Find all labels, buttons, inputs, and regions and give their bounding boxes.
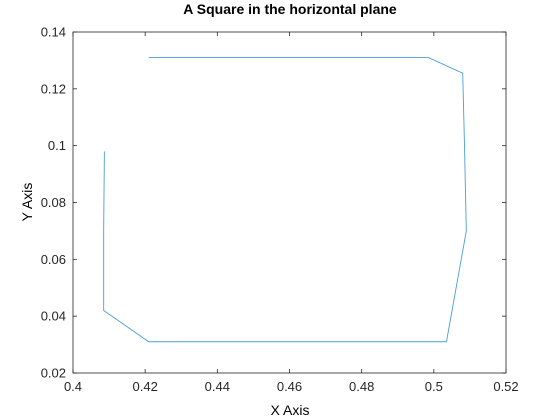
y-tick-label: 0.04 <box>41 309 66 324</box>
y-axis-label: Y Axis <box>19 183 35 222</box>
x-tick-label: 0.42 <box>133 379 158 394</box>
y-tick-label: 0.02 <box>41 366 66 381</box>
y-tick-label: 0.12 <box>41 81 66 96</box>
x-axis-label: X Axis <box>271 402 310 418</box>
y-tick-label: 0.08 <box>41 195 66 210</box>
x-tick-label: 0.5 <box>425 379 443 394</box>
chart-title: A Square in the horizontal plane <box>183 1 397 17</box>
series-line-0 <box>103 57 467 343</box>
x-tick-label: 0.48 <box>349 379 374 394</box>
y-tick-label: 0.06 <box>41 252 66 267</box>
x-tick-label: 0.4 <box>64 379 82 394</box>
y-tick-label: 0.1 <box>48 138 66 153</box>
x-tick-label: 0.44 <box>205 379 230 394</box>
series-layer <box>103 57 467 343</box>
axes-box <box>72 31 507 374</box>
plot-area <box>72 31 507 374</box>
x-axis-ticks: 0.4 0.42 0.44 0.46 0.48 0.5 0.52 <box>64 32 519 394</box>
y-axis-ticks: 0.02 0.04 0.06 0.08 0.1 0.12 0.14 <box>41 25 506 381</box>
y-tick-label: 0.14 <box>41 25 66 40</box>
x-tick-label: 0.46 <box>277 379 302 394</box>
x-tick-label: 0.52 <box>493 379 518 394</box>
